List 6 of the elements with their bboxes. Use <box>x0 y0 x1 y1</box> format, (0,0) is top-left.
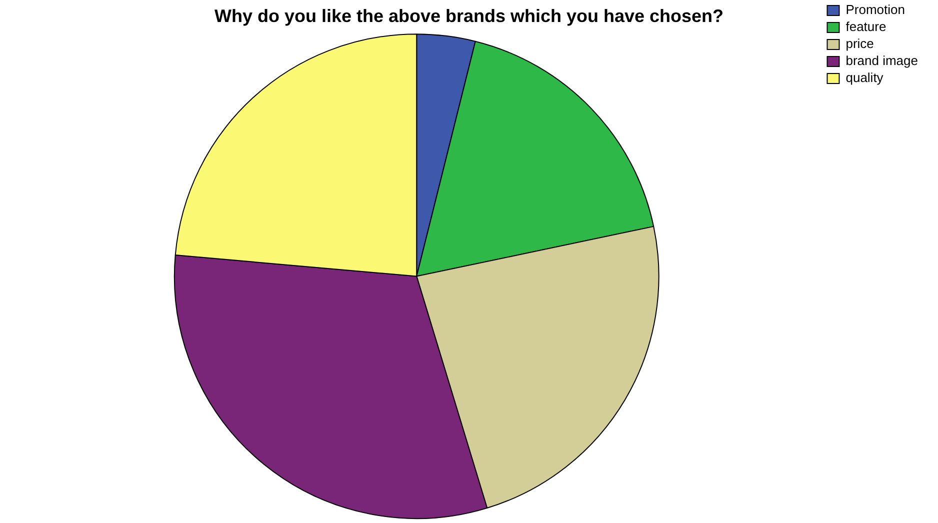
legend-label: Promotion <box>846 2 905 18</box>
legend-label: price <box>846 36 874 52</box>
legend-label: quality <box>846 70 884 86</box>
legend-label: feature <box>846 19 886 34</box>
legend-label: brand image <box>846 53 918 68</box>
chart-title: Why do you like the above brands which you have chosen? <box>214 6 724 26</box>
